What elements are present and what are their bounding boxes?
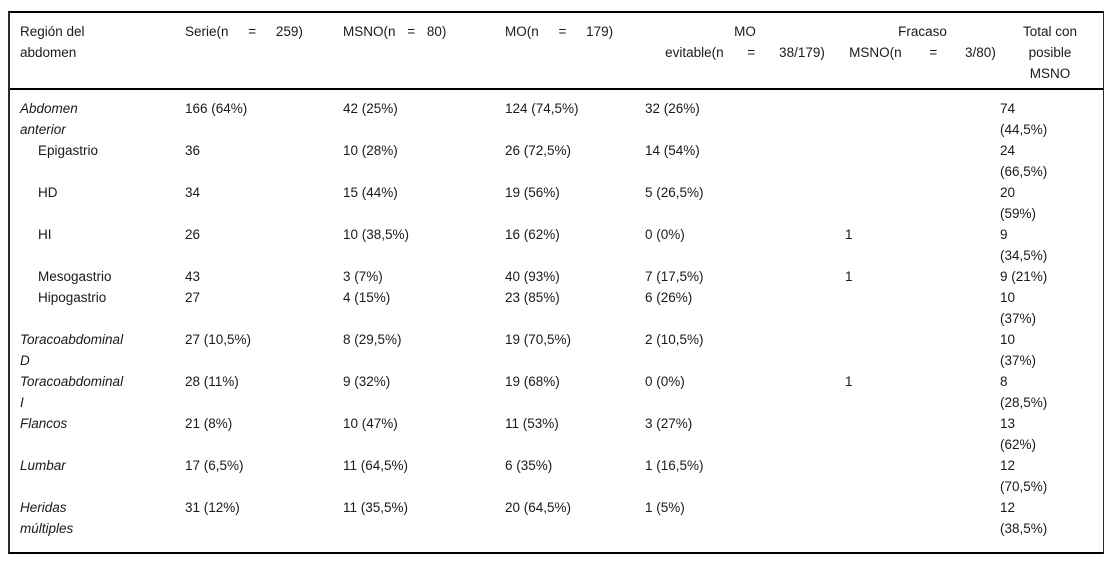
cell-serie: 21 (8%) [185,416,233,431]
cell-mo-evitable: 7 (17,5%) [645,269,704,284]
header-mo-evitable: MO evitable(n = 38/179) [665,24,825,60]
header-total: Total con posible MSNO [1022,24,1078,81]
cell-total: 10 (37%) [1000,332,1037,368]
cell-mo: 19 (56%) [505,185,560,200]
cell-total: 13 (62%) [1000,416,1037,452]
cell-total: 12 (70,5%) [1000,458,1048,494]
cell-total: 20 (59%) [1000,185,1037,221]
cell-mo-evitable: 5 (26,5%) [645,185,704,200]
cell-msno: 11 (35,5%) [343,500,409,515]
cell-msno: 11 (64,5%) [343,458,409,473]
cell-mo: 19 (70,5%) [505,332,572,347]
cell-serie: 166 (64%) [185,101,248,116]
cell-total: 12 (38,5%) [1000,500,1048,536]
cell-region: Mesogastrio [38,269,112,284]
cell-region: HI [38,227,52,242]
cell-serie: 36 [185,143,201,158]
cell-serie: 28 (11%) [185,374,239,389]
table-row-hipogastrio: Hipogastrio 27 4 (15%) 23 (85%) 6 (26%) … [20,287,1103,329]
table-row-lumbar: Lumbar 17 (6,5%) 11 (64,5%) 6 (35%) 1 (1… [20,455,1103,497]
cell-region: Heridas múltiples [20,500,74,536]
cell-mo: 16 (62%) [505,227,560,242]
header-serie: Serie(n = 259) [185,24,303,39]
cell-region: Toracoabdominal D [20,332,124,368]
cell-serie: 27 [185,290,201,305]
table-row-toracoabdominal-d: Toracoabdominal D 27 (10,5%) 8 (29,5%) 1… [20,329,1103,371]
cell-mo: 40 (93%) [505,269,560,284]
table-row-toracoabdominal-i: Toracoabdominal I 28 (11%) 9 (32%) 19 (6… [20,371,1103,413]
cell-mo-evitable: 2 (10,5%) [645,332,704,347]
cell-fracaso-msno: 1 [845,227,853,242]
cell-mo-evitable: 32 (26%) [645,101,700,116]
cell-serie: 27 (10,5%) [185,332,252,347]
cell-region: Epigastrio [38,143,99,158]
cell-total: 9 (21%) [1000,269,1048,284]
cell-msno: 15 (44%) [343,185,398,200]
cell-serie: 34 [185,185,201,200]
cell-mo-evitable: 14 (54%) [645,143,700,158]
table-header-row: Región del abdomen Serie(n = 259) MSNO(n… [10,13,1103,90]
table-row-abdomen-anterior: Abdomen anterior 166 (64%) 42 (25%) 124 … [20,98,1103,140]
header-fracaso-msno: Fracaso MSNO(n = 3/80) [849,24,996,60]
cell-msno: 10 (28%) [343,143,398,158]
table-row-mesogastrio: Mesogastrio 43 3 (7%) 40 (93%) 7 (17,5%)… [20,266,1103,287]
cell-mo: 6 (35%) [505,458,553,473]
cell-region: Flancos [20,416,68,431]
abdominal-regions-table: Región del abdomen Serie(n = 259) MSNO(n… [8,11,1104,554]
table-body: Abdomen anterior 166 (64%) 42 (25%) 124 … [20,90,1103,539]
cell-mo: 23 (85%) [505,290,560,305]
cell-total: 8 (28,5%) [1000,374,1048,410]
cell-region: Hipogastrio [38,290,107,305]
cell-serie: 17 (6,5%) [185,458,244,473]
cell-mo-evitable: 0 (0%) [645,374,685,389]
cell-msno: 4 (15%) [343,290,391,305]
cell-serie: 26 [185,227,201,242]
cell-serie: 43 [185,269,201,284]
header-msno: MSNO(n = 80) [343,24,447,39]
cell-mo-evitable: 1 (16,5%) [645,458,704,473]
cell-region: Abdomen anterior [20,101,78,137]
cell-mo: 11 (53%) [505,416,559,431]
cell-total: 24 (66,5%) [1000,143,1048,179]
header-region: Región del abdomen [20,24,85,60]
cell-mo: 19 (68%) [505,374,560,389]
table-row-hd: HD 34 15 (44%) 19 (56%) 5 (26,5%) 20 (59… [20,182,1103,224]
cell-serie: 31 (12%) [185,500,240,515]
cell-mo: 26 (72,5%) [505,143,572,158]
cell-fracaso-msno: 1 [845,374,853,389]
cell-region: Lumbar [20,458,66,473]
cell-mo-evitable: 1 (5%) [645,500,685,515]
cell-mo-evitable: 3 (27%) [645,416,693,431]
cell-msno: 8 (29,5%) [343,332,402,347]
cell-msno: 10 (38,5%) [343,227,410,242]
table-row-hi: HI 26 10 (38,5%) 16 (62%) 0 (0%) 1 9 (34… [20,224,1103,266]
cell-mo: 124 (74,5%) [505,101,579,116]
table-row-flancos: Flancos 21 (8%) 10 (47%) 11 (53%) 3 (27%… [20,413,1103,455]
table-row-epigastrio: Epigastrio 36 10 (28%) 26 (72,5%) 14 (54… [20,140,1103,182]
header-mo: MO(n = 179) [505,24,614,39]
cell-mo-evitable: 0 (0%) [645,227,685,242]
cell-fracaso-msno: 1 [845,269,853,284]
cell-mo: 20 (64,5%) [505,500,572,515]
cell-total: 10 (37%) [1000,290,1037,326]
cell-msno: 3 (7%) [343,269,383,284]
cell-region: HD [38,185,58,200]
cell-msno: 9 (32%) [343,374,391,389]
cell-msno: 42 (25%) [343,101,398,116]
cell-total: 9 (34,5%) [1000,227,1048,263]
table-row-heridas-multiples: Heridas múltiples 31 (12%) 11 (35,5%) 20… [20,497,1103,539]
cell-total: 74 (44,5%) [1000,101,1048,137]
cell-mo-evitable: 6 (26%) [645,290,693,305]
cell-msno: 10 (47%) [343,416,398,431]
cell-region: Toracoabdominal I [20,374,124,410]
